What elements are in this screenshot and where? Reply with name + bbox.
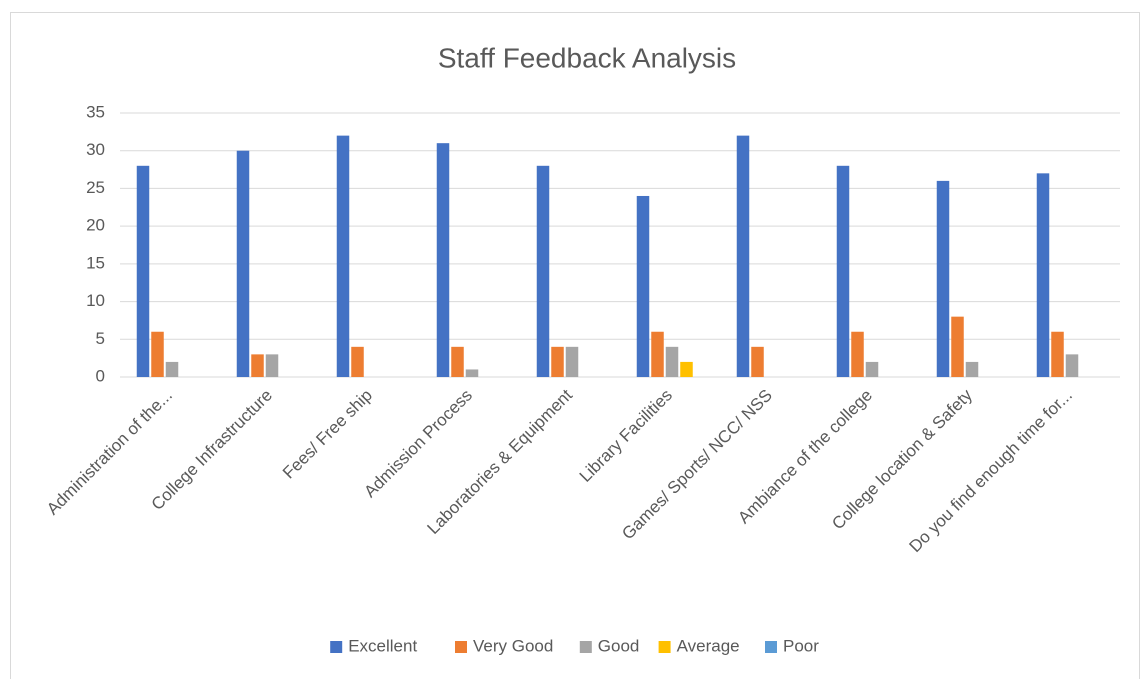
- y-tick-label: 35: [86, 102, 105, 121]
- bar: [1036, 173, 1050, 377]
- bar: [636, 195, 650, 377]
- y-tick-label: 30: [86, 140, 105, 159]
- chart-border: [10, 12, 1140, 679]
- bar: [236, 150, 250, 377]
- bar: [551, 346, 564, 377]
- bar: [451, 346, 464, 377]
- legend-label: Excellent: [348, 636, 417, 655]
- y-tick-label: 25: [86, 178, 105, 197]
- bar: [465, 369, 479, 377]
- y-tick-label: 20: [86, 216, 105, 235]
- bar: [336, 135, 350, 377]
- legend-swatch: [765, 641, 777, 653]
- bar: [351, 346, 364, 377]
- legend-label: Good: [598, 636, 640, 655]
- y-tick-label: 5: [96, 329, 105, 348]
- bar: [251, 354, 264, 377]
- bar: [680, 361, 693, 377]
- y-tick-label: 0: [96, 366, 105, 385]
- bar: [1065, 354, 1079, 377]
- bar: [936, 180, 950, 377]
- bar: [665, 346, 679, 377]
- legend-swatch: [330, 641, 343, 653]
- legend-label: Poor: [783, 636, 819, 655]
- bar: [851, 331, 864, 377]
- legend-label: Very Good: [473, 636, 553, 655]
- legend-swatch: [455, 641, 467, 653]
- bar: [736, 135, 750, 377]
- bar: [751, 346, 764, 377]
- bar: [536, 165, 550, 377]
- bar: [951, 316, 964, 377]
- bar: [265, 354, 279, 377]
- y-tick-label: 10: [86, 291, 105, 310]
- legend-swatch: [658, 641, 671, 653]
- bar: [865, 361, 879, 377]
- bar: [651, 331, 664, 377]
- y-tick-label: 15: [86, 253, 105, 272]
- bar: [165, 361, 179, 377]
- bar: [836, 165, 850, 377]
- legend-swatch: [579, 641, 592, 653]
- bar: [136, 165, 150, 377]
- bar: [151, 331, 164, 377]
- bar: [436, 143, 450, 377]
- bar: [1051, 331, 1064, 377]
- legend-label: Average: [677, 636, 740, 655]
- bar: [965, 361, 979, 377]
- chart-title: Staff Feedback Analysis: [438, 42, 736, 73]
- bar: [565, 346, 579, 377]
